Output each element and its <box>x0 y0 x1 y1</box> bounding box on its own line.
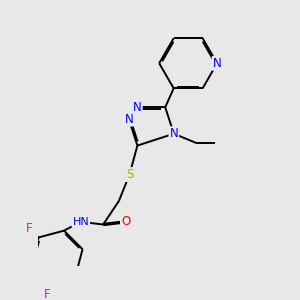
Text: N: N <box>124 112 133 126</box>
Text: HN: HN <box>73 217 89 227</box>
Text: O: O <box>121 215 130 228</box>
Text: F: F <box>26 222 33 235</box>
Text: N: N <box>169 127 178 140</box>
Text: N: N <box>213 57 221 70</box>
Text: N: N <box>133 101 142 114</box>
Text: S: S <box>126 168 133 181</box>
Text: F: F <box>44 288 50 300</box>
